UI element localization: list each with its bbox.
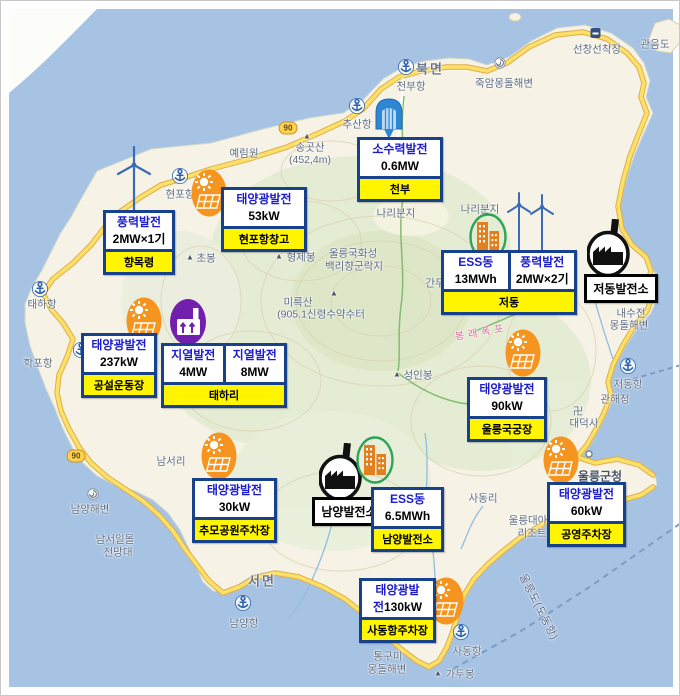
islet-gwaneumdo [648,18,679,54]
ferry-route [452,523,679,670]
map-edge [9,9,97,93]
islet [508,12,522,22]
